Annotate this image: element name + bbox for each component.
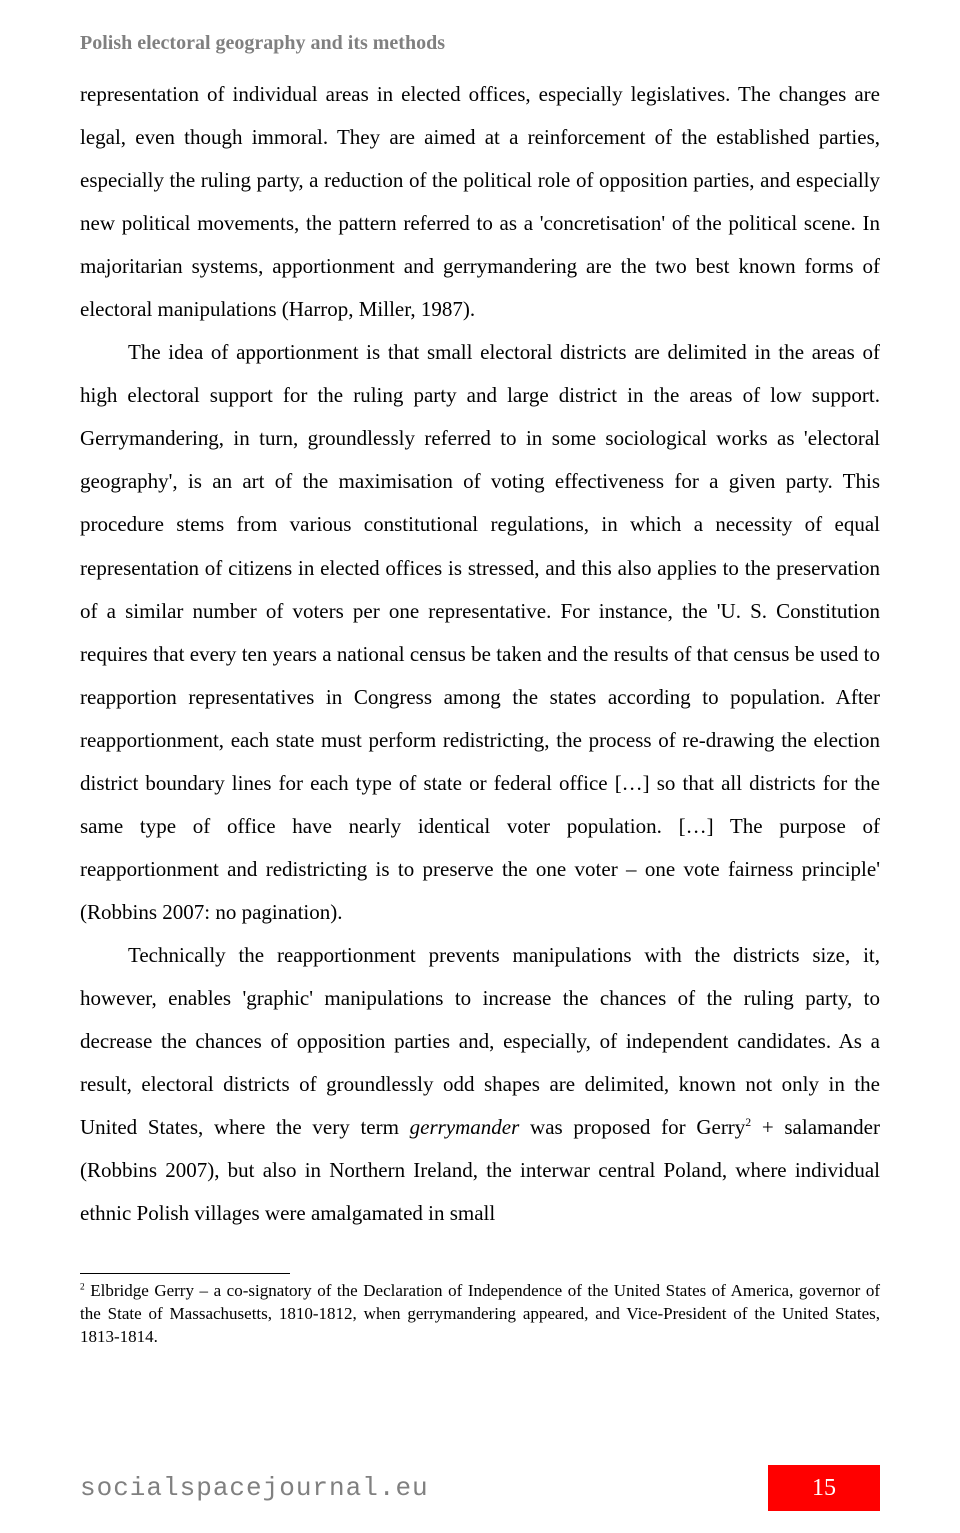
page-number-box: 15 [768, 1465, 880, 1511]
paragraph-2: The idea of apportionment is that small … [80, 331, 880, 934]
page-footer: socialspacejournal.eu 15 [80, 1465, 880, 1511]
page-number: 15 [812, 1475, 836, 1501]
body-text: representation of individual areas in el… [80, 73, 880, 1235]
paragraph-1-text: representation of individual areas in el… [80, 82, 880, 321]
paragraph-2-text: The idea of apportionment is that small … [80, 340, 880, 924]
paragraph-1: representation of individual areas in el… [80, 73, 880, 331]
footnote-text: Elbridge Gerry – a co-signatory of the D… [80, 1281, 880, 1346]
page: Polish electoral geography and its metho… [0, 0, 960, 1533]
paragraph-3-em: gerrymander [410, 1115, 520, 1139]
running-head: Polish electoral geography and its metho… [80, 32, 880, 55]
paragraph-3-text-b: was proposed for Gerry [519, 1115, 745, 1139]
footer-site-url: socialspacejournal.eu [80, 1465, 429, 1511]
footnote-rule [80, 1273, 290, 1274]
paragraph-3-text-a: Technically the reapportionment prevents… [80, 943, 880, 1139]
footnote-2: 2 Elbridge Gerry – a co-signatory of the… [80, 1280, 880, 1349]
paragraph-3: Technically the reapportionment prevents… [80, 934, 880, 1235]
